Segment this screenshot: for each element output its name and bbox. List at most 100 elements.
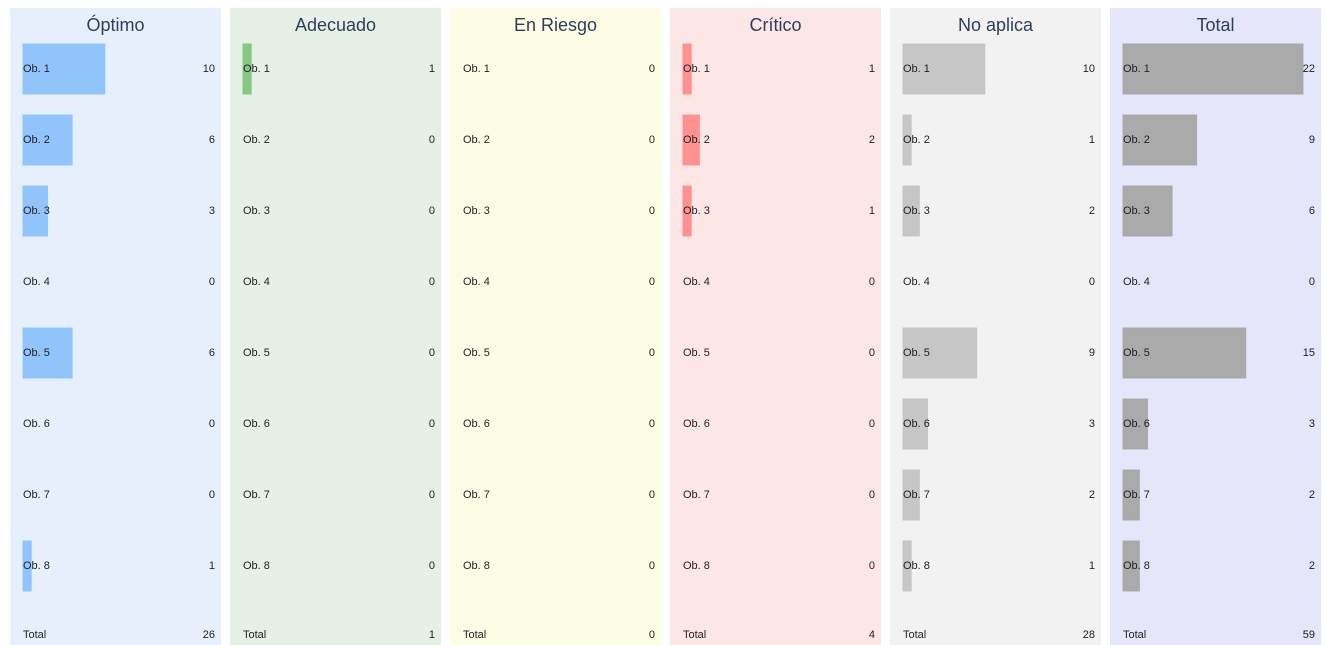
- panel-background: [890, 8, 1101, 645]
- value-label: 3: [209, 205, 215, 217]
- category-label: Ob. 2: [903, 134, 930, 146]
- bar: [682, 185, 692, 237]
- value-label: 0: [429, 489, 435, 501]
- category-label: Ob. 6: [1123, 418, 1150, 430]
- category-label: Ob. 3: [463, 205, 490, 217]
- category-label: Ob. 1: [683, 63, 710, 75]
- category-label: Ob. 8: [683, 560, 710, 572]
- bar: [22, 43, 106, 95]
- category-label: Ob. 8: [903, 560, 930, 572]
- panel-title: Total: [1196, 15, 1234, 35]
- category-label: Ob. 6: [243, 418, 270, 430]
- bar: [902, 398, 929, 450]
- bar: [22, 114, 73, 166]
- value-label: 3: [1309, 418, 1315, 430]
- bar: [902, 540, 912, 592]
- category-label: Ob. 3: [1123, 205, 1150, 217]
- bar: [22, 185, 49, 237]
- total-value: 0: [649, 629, 655, 641]
- bar: [682, 114, 700, 166]
- total-value: 1: [429, 629, 435, 641]
- category-label: Ob. 8: [23, 560, 50, 572]
- value-label: 0: [649, 205, 655, 217]
- category-label: Ob. 4: [23, 276, 50, 288]
- bar: [902, 185, 920, 237]
- value-label: 1: [869, 205, 875, 217]
- value-label: 1: [1089, 560, 1095, 572]
- category-label: Ob. 1: [903, 63, 930, 75]
- category-label: Ob. 5: [683, 347, 710, 359]
- category-label: Ob. 4: [683, 276, 710, 288]
- bar: [1122, 469, 1140, 521]
- category-label: Ob. 8: [243, 560, 270, 572]
- category-label: Ob. 1: [243, 63, 270, 75]
- value-label: 0: [209, 276, 215, 288]
- total-label: Total: [463, 629, 486, 641]
- value-label: 2: [1309, 560, 1315, 572]
- category-label: Ob. 8: [463, 560, 490, 572]
- category-label: Ob. 2: [463, 134, 490, 146]
- total-label: Total: [23, 629, 46, 641]
- total-label: Total: [243, 629, 266, 641]
- value-label: 6: [209, 347, 215, 359]
- category-label: Ob. 7: [1123, 489, 1150, 501]
- value-label: 6: [1309, 205, 1315, 217]
- bar: [1122, 43, 1304, 95]
- category-label: Ob. 5: [903, 347, 930, 359]
- value-label: 1: [869, 63, 875, 75]
- value-label: 0: [1089, 276, 1095, 288]
- category-label: Ob. 6: [463, 418, 490, 430]
- value-label: 3: [1089, 418, 1095, 430]
- category-label: Ob. 7: [23, 489, 50, 501]
- value-label: 2: [1089, 489, 1095, 501]
- value-label: 9: [1309, 134, 1315, 146]
- category-label: Ob. 5: [23, 347, 50, 359]
- value-label: 0: [649, 134, 655, 146]
- value-label: 0: [649, 560, 655, 572]
- value-label: 0: [429, 347, 435, 359]
- value-label: 0: [429, 560, 435, 572]
- value-label: 10: [1083, 63, 1095, 75]
- category-label: Ob. 6: [23, 418, 50, 430]
- value-label: 0: [869, 418, 875, 430]
- value-label: 0: [649, 63, 655, 75]
- total-value: 59: [1303, 629, 1315, 641]
- category-label: Ob. 4: [903, 276, 930, 288]
- panel-background: [450, 8, 661, 645]
- value-label: 1: [1089, 134, 1095, 146]
- total-label: Total: [683, 629, 706, 641]
- category-label: Ob. 7: [243, 489, 270, 501]
- value-label: 15: [1303, 347, 1315, 359]
- bar: [22, 540, 32, 592]
- panel-background: [10, 8, 221, 645]
- category-label: Ob. 2: [1123, 134, 1150, 146]
- value-label: 22: [1303, 63, 1315, 75]
- category-label: Ob. 2: [23, 134, 50, 146]
- value-label: 0: [649, 489, 655, 501]
- category-label: Ob. 7: [903, 489, 930, 501]
- value-label: 0: [1309, 276, 1315, 288]
- category-label: Ob. 8: [1123, 560, 1150, 572]
- category-label: Ob. 3: [903, 205, 930, 217]
- bar: [242, 43, 252, 95]
- category-label: Ob. 3: [23, 205, 50, 217]
- value-label: 0: [869, 347, 875, 359]
- category-label: Ob. 1: [23, 63, 50, 75]
- value-label: 0: [209, 418, 215, 430]
- category-label: Ob. 1: [1123, 63, 1150, 75]
- value-label: 0: [429, 418, 435, 430]
- total-value: 26: [203, 629, 215, 641]
- bar: [1122, 114, 1198, 166]
- category-label: Ob. 5: [243, 347, 270, 359]
- total-value: 4: [869, 629, 875, 641]
- total-label: Total: [1123, 629, 1146, 641]
- value-label: 0: [869, 560, 875, 572]
- category-label: Ob. 6: [683, 418, 710, 430]
- bar: [682, 43, 692, 95]
- bar: [1122, 185, 1173, 237]
- panel-title: Crítico: [749, 15, 801, 35]
- category-label: Ob. 1: [463, 63, 490, 75]
- panel-title: Adecuado: [295, 15, 376, 35]
- value-label: 0: [429, 205, 435, 217]
- value-label: 0: [209, 489, 215, 501]
